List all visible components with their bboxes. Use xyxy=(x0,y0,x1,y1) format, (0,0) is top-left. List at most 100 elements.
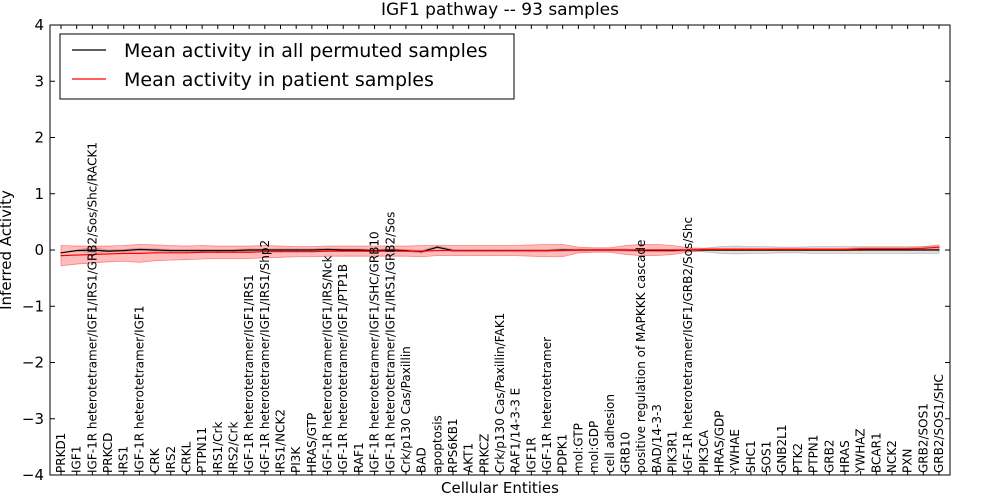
y-tick-label: 0 xyxy=(34,241,44,259)
point-permuted xyxy=(907,249,909,251)
x-tick-label: GRB10 xyxy=(618,432,632,473)
point-patient xyxy=(546,249,548,252)
y-tick-label: 1 xyxy=(34,185,44,203)
x-tick-label: PXN xyxy=(901,449,915,473)
x-tick-label: BAD xyxy=(415,447,429,473)
x-axis-label: Cellular Entities xyxy=(441,479,559,497)
point-patient xyxy=(279,251,282,253)
point-patient xyxy=(844,248,846,251)
point-patient xyxy=(577,249,579,251)
point-permuted xyxy=(154,249,156,251)
x-tick-label: HRAS/GDP xyxy=(713,410,727,473)
point-patient xyxy=(154,252,156,254)
point-permuted xyxy=(201,249,203,252)
point-patient xyxy=(907,248,909,250)
x-tick-label: CRK xyxy=(148,447,162,473)
point-patient xyxy=(860,248,862,250)
point-patient xyxy=(389,250,391,252)
y-axis-label: Inferred Activity xyxy=(0,190,15,310)
x-tick-label: IGF-1R heterotetramer/IGF1/IRS1/Shp2 xyxy=(258,240,272,473)
point-patient xyxy=(217,251,219,253)
point-patient xyxy=(60,255,62,257)
y-tick-label: 3 xyxy=(34,72,44,90)
point-patient xyxy=(891,248,893,250)
x-tick-label: Crk/p130 Cas/Paxillin xyxy=(399,346,413,473)
y-tick-label: −4 xyxy=(22,466,44,484)
point-patient xyxy=(812,248,815,251)
point-patient xyxy=(76,254,78,256)
point-patient xyxy=(170,252,172,254)
point-patient xyxy=(530,249,532,252)
x-tick-label: PIK3R1 xyxy=(665,431,679,473)
x-tick-label: IGF-1R heterotetramer/IGF1/GRB2/Sos/Shc xyxy=(681,217,695,473)
point-patient xyxy=(875,248,877,250)
x-tick-label: RAF1 xyxy=(352,442,366,473)
point-permuted xyxy=(875,249,877,251)
point-patient xyxy=(687,249,689,251)
point-permuted xyxy=(123,249,125,252)
point-permuted xyxy=(138,248,140,251)
point-patient xyxy=(734,248,736,251)
x-tick-label: mol:GDP xyxy=(587,421,601,473)
x-tick-label: IGF-1R heterotetramer/IGF1/IRS1 xyxy=(242,274,256,473)
x-tick-label: RPS6KB1 xyxy=(446,418,460,473)
point-permuted xyxy=(91,249,93,251)
x-tick-label: IGF-1R heterotetramer/IGF1/IRS1/GRB2/Sos xyxy=(383,212,397,473)
x-tick-label: SOS1 xyxy=(760,441,774,473)
x-tick-label: IRS1/Crk xyxy=(211,422,225,473)
point-patient xyxy=(656,249,658,251)
point-permuted xyxy=(358,249,360,251)
point-permuted xyxy=(279,249,282,251)
x-tick-label: NCK2 xyxy=(885,440,899,473)
x-tick-label: IGF1R xyxy=(524,437,538,473)
point-patient xyxy=(107,253,109,255)
point-patient xyxy=(248,251,250,253)
point-permuted xyxy=(107,250,109,252)
x-tick-label: PTK2 xyxy=(791,443,805,473)
point-permuted xyxy=(76,249,78,252)
point-patient xyxy=(436,249,438,252)
point-patient xyxy=(640,249,642,251)
point-permuted xyxy=(295,249,297,251)
x-tick-label: mol:GTP xyxy=(571,423,585,473)
point-patient xyxy=(201,251,203,253)
x-tick-label: GRB2/SOS1/SHC xyxy=(932,374,946,473)
point-patient xyxy=(185,252,188,254)
point-patient xyxy=(828,248,830,251)
point-permuted xyxy=(264,249,266,251)
y-tick-label: 2 xyxy=(34,129,44,147)
x-tick-label: HRAS/GTP xyxy=(305,413,319,473)
point-patient xyxy=(593,249,595,251)
point-permuted xyxy=(326,248,329,251)
x-tick-label: IGF-1R heterotetramer/IGF1 xyxy=(132,306,146,473)
point-permuted xyxy=(436,246,438,248)
x-tick-label: IRS1/NCK2 xyxy=(274,409,288,473)
x-tick-label: IGF-1R heterotetramer/IGF1/IRS1/GRB2/Sos… xyxy=(85,142,99,473)
x-tick-label: IGF1 xyxy=(70,446,84,473)
x-tick-label: AKT1 xyxy=(462,443,476,473)
x-tick-label: IRS2/Crk xyxy=(226,422,240,473)
point-patient xyxy=(781,248,783,251)
x-tick-label: PRKD1 xyxy=(54,433,68,473)
x-tick-label: IGF-1R heterotetramer/IGF1/PTP1B xyxy=(336,264,350,473)
x-tick-label: YWHAE xyxy=(728,429,742,474)
x-tick-label: IGF-1R heterotetramer/IGF1/IRS/Nck xyxy=(321,255,335,473)
x-tick-label: GRB2/SOS1 xyxy=(916,403,930,473)
point-permuted xyxy=(185,249,188,252)
x-tick-label: IGF-1R heterotetramer xyxy=(540,337,554,473)
point-patient xyxy=(311,251,313,253)
x-tick-label: Crk/p130 Cas/Paxillin/FAK1 xyxy=(493,313,507,473)
x-tick-label: SHC1 xyxy=(744,440,758,473)
x-tick-label: PTPN1 xyxy=(807,435,821,473)
x-tick-label: RAF1/14-3-3 E xyxy=(509,388,523,473)
point-patient xyxy=(295,251,297,253)
x-tick-label: GNB2L1 xyxy=(775,425,789,473)
x-tick-label: YWHAZ xyxy=(854,428,868,474)
point-permuted xyxy=(938,249,940,251)
y-tick-label: −2 xyxy=(22,354,44,372)
x-tick-label: PRKCD xyxy=(101,433,115,473)
x-tick-label: BCAR1 xyxy=(869,432,883,473)
point-patient xyxy=(609,249,611,251)
